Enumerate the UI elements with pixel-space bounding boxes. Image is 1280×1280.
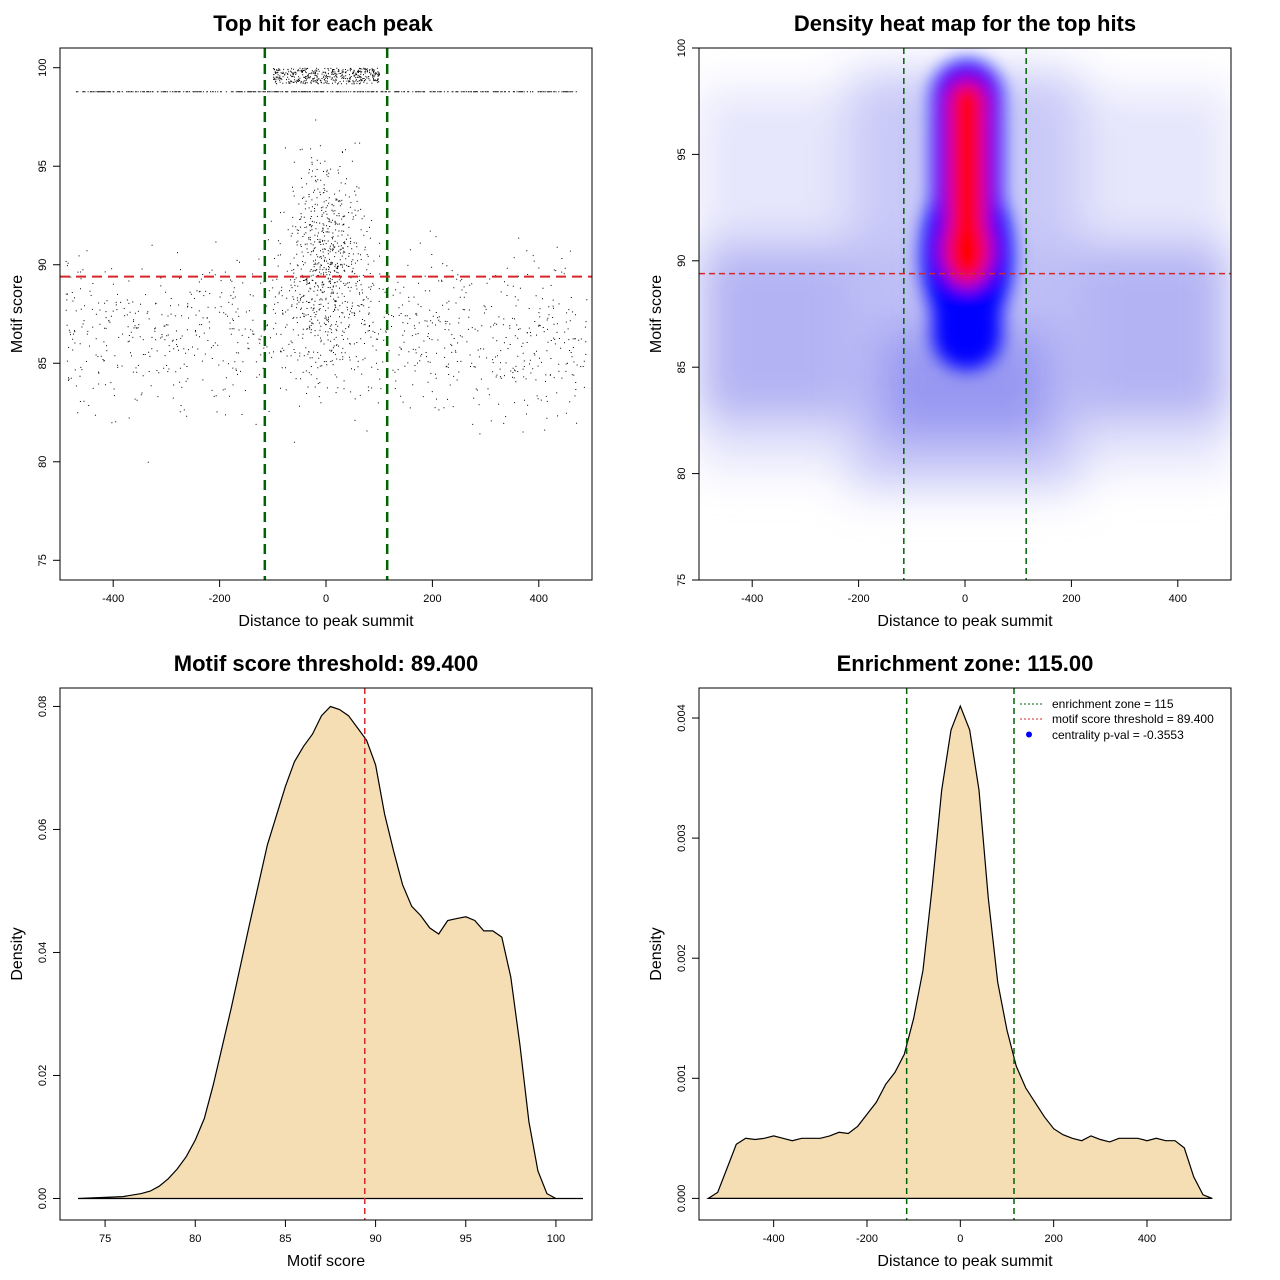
x-tick-label: 80 xyxy=(189,1233,201,1245)
x-tick-label: 95 xyxy=(460,1233,472,1245)
scatter-title: Top hit for each peak xyxy=(213,11,433,36)
scatter-plot-frame xyxy=(59,47,593,581)
scatter-xlabel: Distance to peak summit xyxy=(238,613,414,630)
y-tick-label: 90 xyxy=(37,259,49,271)
y-tick-label: 85 xyxy=(37,357,49,369)
y-tick-label: 0.06 xyxy=(37,819,49,840)
scatter-reference-lines xyxy=(60,48,592,580)
heatmap-panel: Density heat map for the top hits -400 -2… xyxy=(648,11,1232,630)
distance-density-plot-frame xyxy=(698,687,1232,1221)
distance-density-title: Enrichment zone: 115.00 xyxy=(837,651,1094,676)
scatter-panel: Top hit for each peak -400 -200 0 200 400 75 8… xyxy=(9,11,593,630)
y-tick-label: 100 xyxy=(37,59,49,77)
score-density-title: Motif score threshold: 89.400 xyxy=(174,651,478,676)
x-tick-label: -400 xyxy=(763,1233,785,1245)
legend: enrichment zone = 115 motif score thresh… xyxy=(1020,697,1214,742)
y-tick-label: 90 xyxy=(676,255,688,267)
y-tick-label: 75 xyxy=(37,554,49,566)
x-tick-label: 400 xyxy=(1138,1233,1156,1245)
y-tick-label: 0.000 xyxy=(676,1185,688,1213)
distance-density-xlabel: Distance to peak summit xyxy=(877,1253,1053,1270)
scatter-ylabel: Motif score xyxy=(9,275,26,353)
x-tick-label: 0 xyxy=(962,593,968,605)
x-tick-label: -400 xyxy=(741,593,763,605)
score-density-panel: Motif score threshold: 89.400 75 80 85 90 95… xyxy=(9,651,593,1270)
x-tick-label: 200 xyxy=(1044,1233,1062,1245)
y-tick-label: 0.08 xyxy=(37,696,49,717)
score-density-ylabel: Density xyxy=(9,927,26,980)
y-tick-label: 0.003 xyxy=(676,824,688,852)
legend-dot-icon xyxy=(1026,731,1032,738)
scatter-axes: -400 -200 0 200 400 75 80 85 90 95 100 xyxy=(37,59,548,605)
x-tick-label: -200 xyxy=(848,593,870,605)
x-tick-label: -400 xyxy=(102,593,124,605)
y-tick-label: 95 xyxy=(37,160,49,172)
x-tick-label: 75 xyxy=(99,1233,111,1245)
y-tick-label: 0.001 xyxy=(676,1065,688,1093)
x-tick-label: -200 xyxy=(856,1233,878,1245)
x-tick-label: 85 xyxy=(279,1233,291,1245)
y-tick-label: 75 xyxy=(676,574,688,586)
distance-density-axes: -400 -200 0 200 400 0.000 0.001 0.002 0.003 0.004 xyxy=(676,704,1156,1245)
distance-density-curve xyxy=(706,704,1213,1199)
y-tick-label: 0.04 xyxy=(37,942,49,963)
heatmap-title: Density heat map for the top hits xyxy=(794,11,1136,36)
y-tick-label: 80 xyxy=(37,456,49,468)
legend-label-pval: centrality p-val = -0.3553 xyxy=(1052,728,1184,742)
y-tick-label: 0.02 xyxy=(37,1065,49,1086)
x-tick-label: 200 xyxy=(1062,593,1080,605)
y-tick-label: 100 xyxy=(676,39,688,57)
y-tick-label: 85 xyxy=(676,361,688,373)
scatter-point-cloud xyxy=(65,67,588,463)
distance-density-panel: Enrichment zone: 115.00 -400 -200 0 200 400 0… xyxy=(648,651,1232,1270)
score-density-curve xyxy=(77,705,583,1200)
x-tick-label: 200 xyxy=(423,593,441,605)
x-tick-label: 400 xyxy=(1169,593,1187,605)
x-tick-label: 400 xyxy=(530,593,548,605)
y-tick-label: 0.002 xyxy=(676,944,688,972)
x-tick-label: 90 xyxy=(369,1233,381,1245)
legend-label-enrichment: enrichment zone = 115 xyxy=(1052,697,1174,711)
y-tick-label: 0.004 xyxy=(676,704,688,732)
x-tick-label: 0 xyxy=(323,593,329,605)
x-tick-label: -200 xyxy=(209,593,231,605)
enrichment-zone-lines xyxy=(905,688,1015,1220)
heatmap-reference-lines xyxy=(699,48,1231,580)
y-tick-label: 95 xyxy=(676,148,688,160)
score-density-axes: 75 80 85 90 95 100 0.00 0.02 0.04 0.06 0.08 xyxy=(37,696,565,1245)
distance-density-ylabel: Density xyxy=(648,927,665,980)
score-density-plot-frame xyxy=(59,687,593,1221)
scatter-points xyxy=(65,67,588,463)
score-density-xlabel: Motif score xyxy=(287,1253,365,1270)
x-tick-label: 0 xyxy=(957,1233,963,1245)
y-tick-label: 80 xyxy=(676,467,688,479)
y-tick-label: 0.00 xyxy=(37,1188,49,1209)
heatmap-axes: -400 -200 0 200 400 75 80 85 90 95 100 xyxy=(676,39,1187,605)
heatmap-ylabel: Motif score xyxy=(648,275,665,353)
heatmap-image xyxy=(699,48,1231,580)
legend-label-threshold: motif score threshold = 89.400 xyxy=(1052,712,1214,726)
heatmap-xlabel: Distance to peak summit xyxy=(877,613,1053,630)
x-tick-label: 100 xyxy=(547,1233,565,1245)
